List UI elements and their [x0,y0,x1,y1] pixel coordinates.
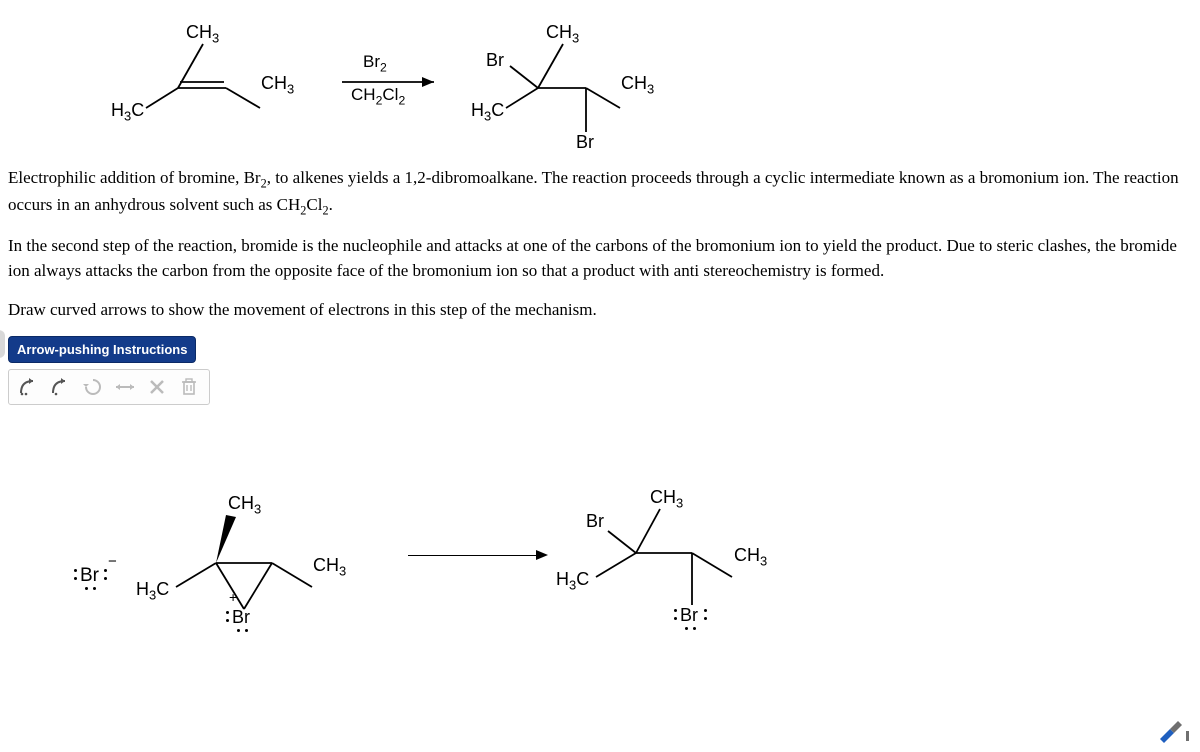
bromonium-ch3-up: CH3 [228,493,261,517]
curved-arrow-single-tool[interactable] [47,374,75,400]
product-h3c: H3C [471,100,504,124]
mechanism-canvas[interactable]: Br − [8,455,1192,685]
left-tab-notch [0,330,5,358]
bromonium-svg [128,455,388,665]
move-tool[interactable] [111,374,139,400]
curved-arrow-double-tool[interactable] [15,374,43,400]
product-br-down: Br [576,132,594,153]
trash-tool[interactable] [175,374,203,400]
footer-draw-icon[interactable] [1156,717,1192,748]
reagent-bottom: CH2Cl2 [351,85,405,107]
mechanism-arrow [408,555,538,556]
prod-br-down: Br [680,605,698,626]
product-br-left: Br [486,50,504,71]
bromide-ion: Br − [80,565,99,587]
prod-br-left: Br [586,511,604,532]
reactant-h3c: H3C [111,100,144,124]
delete-tool[interactable] [143,374,171,400]
reactant-ch3-up: CH3 [186,22,219,46]
bromonium-h3c: H3C [136,579,169,603]
prod-ch3-up: CH3 [650,487,683,511]
description-text: Electrophilic addition of bromine, Br2, … [8,166,1192,322]
bromonium-ch3-right: CH3 [313,555,346,579]
prod-h3c: H3C [556,569,589,593]
product-ch3-right: CH3 [621,73,654,97]
reaction-scheme: H3C CH3 CH3 Br2 CH2Cl2 H3C CH3 Br CH3 Br [8,10,1192,160]
arrow-pushing-instructions-button[interactable]: Arrow-pushing Instructions [8,336,196,363]
reactant-ch3-right: CH3 [261,73,294,97]
paragraph-3: Draw curved arrows to show the movement … [8,298,1192,323]
prod-ch3-right: CH3 [734,545,767,569]
mechanism-arrow-head [536,550,548,560]
reagent-top: Br2 [363,52,387,74]
product-ch3-up: CH3 [546,22,579,46]
bromonium-br: Br + [232,607,250,628]
rotate-tool[interactable] [79,374,107,400]
mechanism-product-svg [548,455,828,675]
paragraph-1: Electrophilic addition of bromine, Br2, … [8,166,1192,220]
paragraph-2: In the second step of the reaction, brom… [8,234,1192,283]
drawing-toolbar [8,369,210,405]
